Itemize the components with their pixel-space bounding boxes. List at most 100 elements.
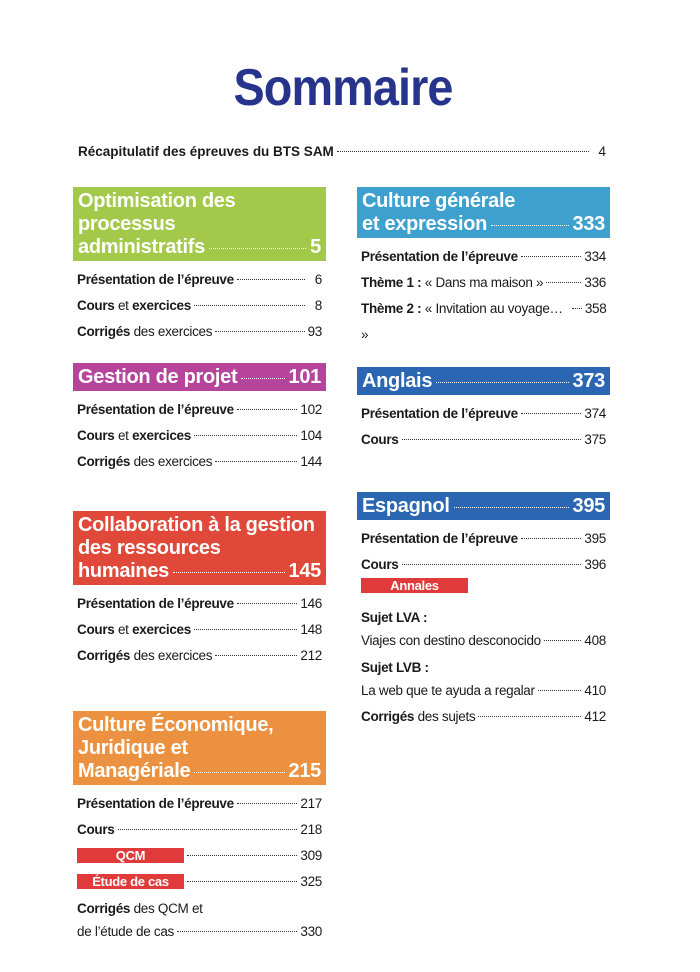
toc-entry-tag[interactable]: QCM 309 <box>77 843 322 869</box>
toc-entry[interactable]: Corrigés des exercices 212 <box>77 643 322 669</box>
toc-entry[interactable]: La web que te ayuda a regalar 410 <box>361 678 606 704</box>
section-espagnol: Espagnol 395 Présentation de l’épreuve 395 C… <box>357 492 610 730</box>
toc-entry[interactable]: de l’étude de cas 330 <box>77 919 322 945</box>
dot-leader <box>176 931 298 932</box>
entry-label-part: Thème 2 : <box>361 301 422 316</box>
page-number: 93 <box>307 324 323 339</box>
dot-leader <box>117 829 298 830</box>
entry-label-part: Présentation de l’épreuve <box>77 402 234 417</box>
section-header[interactable]: Collaboration à la gestion des ressources… <box>73 511 326 585</box>
dot-leader <box>236 409 298 410</box>
category-tag: Annales <box>361 578 468 593</box>
section-header[interactable]: Optimisation des processus administratifs… <box>73 187 326 261</box>
section-title: Espagnol <box>362 495 450 517</box>
entry-label-part: des exercices <box>130 648 213 663</box>
page-number: 375 <box>584 432 606 447</box>
entry-label-part: Corrigés <box>77 901 131 916</box>
section-page-number: 333 <box>572 213 606 235</box>
section-title-last-line: Anglais 373 <box>362 370 605 393</box>
toc-entry[interactable]: Présentation de l’épreuve 217 <box>77 791 322 817</box>
toc-entry[interactable]: Cours 396 <box>361 552 606 578</box>
section-header[interactable]: Culture Économique, Juridique et Managéria… <box>73 711 326 785</box>
toc-entry[interactable]: Présentation de l’épreuve 334 <box>361 244 606 270</box>
page-number: 330 <box>300 924 322 939</box>
dot-leader <box>453 507 569 508</box>
dot-leader <box>520 256 582 257</box>
page-number: 4 <box>598 144 606 159</box>
dot-leader <box>241 378 285 379</box>
toc-entry[interactable]: Présentation de l’épreuve 395 <box>361 526 606 552</box>
entry-label-part: Sujet LVB : <box>361 660 429 675</box>
toc-entry[interactable]: Thème 1 : « Dans ma maison » 336 <box>361 270 606 296</box>
entry-label: Thème 1 : « Dans ma maison » <box>361 270 543 296</box>
entry-label: Cours <box>361 552 399 578</box>
page-number: 396 <box>584 557 606 572</box>
entry-label: Cours <box>77 817 115 843</box>
toc-entry[interactable]: Corrigés des exercices 144 <box>77 449 322 475</box>
page-number: 408 <box>584 633 606 648</box>
toc-entry[interactable]: Viajes con destino desconocido 408 <box>361 628 606 654</box>
entry-label-part: Viajes con destino desconocido <box>361 633 541 648</box>
section-title: Culture Économique, <box>78 714 274 736</box>
page-number: 212 <box>300 648 322 663</box>
toc-entry-recap[interactable]: Récapitulatif des épreuves du BTS SAM 4 <box>78 144 606 159</box>
page-number: 148 <box>300 622 322 637</box>
entry-label-part: des exercices <box>130 324 213 339</box>
dot-leader <box>546 282 582 283</box>
entry-label-part: Sujet LVA : <box>361 610 428 625</box>
section-header[interactable]: Gestion de projet 101 <box>73 363 326 391</box>
toc-entry[interactable]: Thème 2 : « Invitation au voyage… » 358 <box>361 296 607 342</box>
section-entries: Présentation de l’épreuve 6 Cours et exerc… <box>73 261 326 345</box>
page-number: 309 <box>300 848 322 863</box>
section-gestion-projet: Gestion de projet 101 Présentation de l’ép… <box>73 363 326 475</box>
toc-entry[interactable]: Cours et exercices 148 <box>77 617 322 643</box>
dot-leader <box>571 308 582 309</box>
entry-label: Récapitulatif des épreuves du BTS SAM <box>78 144 334 159</box>
toc-entry[interactable]: Corrigés des sujets 412 <box>361 704 606 730</box>
toc-entry[interactable]: Cours et exercices 104 <box>77 423 322 449</box>
toc-entry[interactable]: Corrigés des exercices 93 <box>77 319 322 345</box>
dot-leader <box>520 413 582 414</box>
section-title-last-line: Gestion de projet 101 <box>78 366 321 389</box>
toc-entry[interactable]: Présentation de l’épreuve 374 <box>361 401 606 427</box>
section-header[interactable]: Anglais 373 <box>357 367 610 395</box>
entry-label-part: Corrigés <box>361 709 415 724</box>
page-number: 218 <box>300 822 322 837</box>
section-header[interactable]: Espagnol 395 <box>357 492 610 520</box>
toc-entry-tag[interactable]: Annales <box>361 578 606 604</box>
page-number: 104 <box>300 428 322 443</box>
section-page-number: 395 <box>572 495 606 517</box>
toc-entry[interactable]: Cours 218 <box>77 817 322 843</box>
section-culture-generale: Culture générale et expression 333 Présenta… <box>357 187 610 342</box>
dot-leader <box>215 655 298 656</box>
entry-label-part: Présentation de l’épreuve <box>361 249 518 264</box>
entry-label-part: « Dans ma maison » <box>421 275 544 290</box>
entry-label: Présentation de l’épreuve <box>361 526 518 552</box>
section-title: Juridique et <box>78 737 188 759</box>
entry-label: Présentation de l’épreuve <box>77 397 234 423</box>
toc-entry[interactable]: Présentation de l’épreuve 6 <box>77 267 322 293</box>
page-number: 102 <box>300 402 322 417</box>
section-entries: Présentation de l’épreuve 146 Cours et exe… <box>73 585 326 669</box>
dot-leader <box>193 435 298 436</box>
entry-label: Thème 2 : « Invitation au voyage… » <box>361 296 569 348</box>
entry-label: Présentation de l’épreuve <box>361 244 518 270</box>
page-number: 217 <box>300 796 322 811</box>
entry-label-part: exercices <box>132 622 191 637</box>
toc-entry[interactable]: Présentation de l’épreuve 102 <box>77 397 322 423</box>
entry-label: Cours et exercices <box>77 617 191 643</box>
section-title: administratifs <box>78 236 205 258</box>
section-header[interactable]: Culture générale et expression 333 <box>357 187 610 238</box>
toc-entry[interactable]: Cours et exercices 8 <box>77 293 322 319</box>
entry-label-part: Cours <box>361 557 399 572</box>
toc-entry-tag[interactable]: Étude de cas 325 <box>77 869 322 895</box>
toc-entry[interactable]: Présentation de l’épreuve 146 <box>77 591 322 617</box>
entry-label: Viajes con destino desconocido <box>361 628 541 654</box>
dot-leader <box>236 279 305 280</box>
page-number: 146 <box>300 596 322 611</box>
page-number: 395 <box>584 531 606 546</box>
dot-leader <box>208 248 307 249</box>
section-anglais: Anglais 373 Présentation de l’épreuve 374 Co… <box>357 367 610 453</box>
page-number: 325 <box>300 874 322 889</box>
toc-entry[interactable]: Cours 375 <box>361 427 606 453</box>
